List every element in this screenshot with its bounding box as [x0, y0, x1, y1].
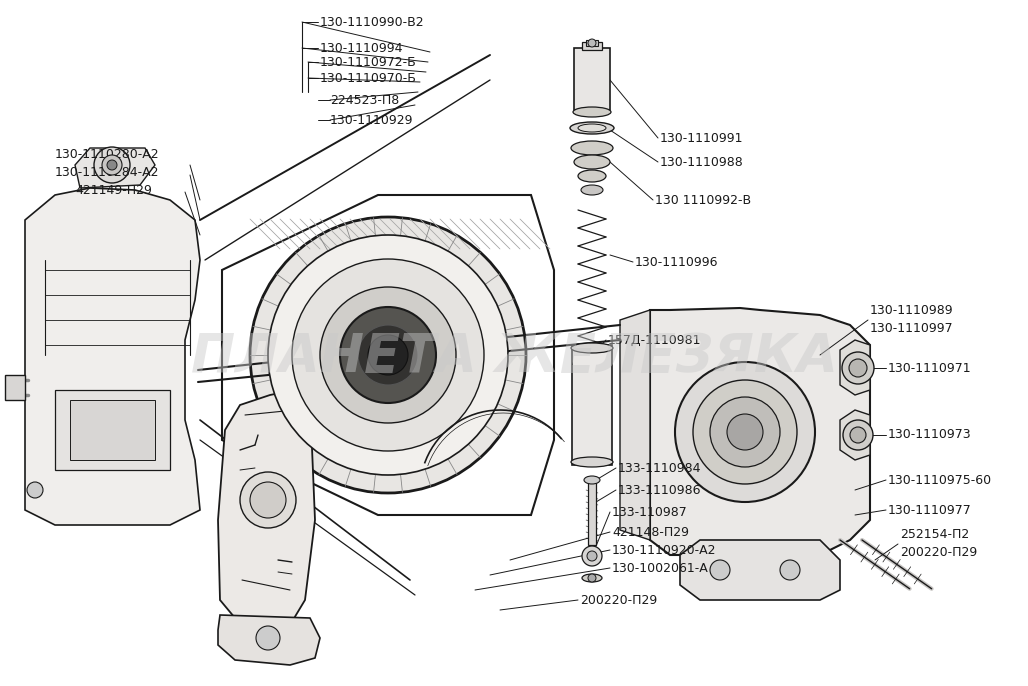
Text: 130-1110997: 130-1110997 [870, 322, 954, 335]
Circle shape [94, 147, 130, 183]
Text: 133-1110986: 133-1110986 [618, 484, 701, 497]
Ellipse shape [578, 170, 605, 182]
Text: 130-1110970-Б: 130-1110970-Б [320, 71, 417, 84]
Ellipse shape [578, 124, 605, 132]
Ellipse shape [584, 476, 600, 484]
Text: 130-1110975-60: 130-1110975-60 [888, 473, 992, 486]
Circle shape [842, 352, 874, 384]
Bar [5, 375, 25, 400]
Text: 252154-П2: 252154-П2 [900, 528, 969, 541]
Polygon shape [218, 615, 320, 665]
Circle shape [250, 482, 286, 518]
Bar [70, 400, 155, 460]
Circle shape [588, 39, 596, 47]
Bar [582, 42, 602, 50]
Circle shape [843, 420, 873, 450]
Circle shape [250, 217, 526, 493]
Text: 130-1110989: 130-1110989 [870, 303, 954, 316]
Text: 130-1110929: 130-1110929 [330, 113, 413, 126]
Text: 224523-П8: 224523-П8 [330, 93, 399, 106]
Text: 130-1110990-В2: 130-1110990-В2 [320, 16, 425, 29]
Circle shape [587, 551, 597, 561]
Circle shape [27, 482, 43, 498]
Bar [588, 480, 596, 545]
Text: 130-1110972-Б: 130-1110972-Б [320, 56, 416, 69]
Text: 130-1110280-А2: 130-1110280-А2 [56, 148, 159, 161]
Text: 130-1110994: 130-1110994 [320, 41, 404, 54]
Circle shape [582, 546, 602, 566]
Circle shape [268, 235, 508, 475]
Polygon shape [75, 148, 155, 188]
Circle shape [240, 472, 296, 528]
Text: 130-1110971: 130-1110971 [888, 362, 971, 375]
Circle shape [710, 397, 780, 467]
Polygon shape [650, 308, 870, 565]
Text: 130-1110996: 130-1110996 [635, 255, 719, 268]
Polygon shape [25, 188, 200, 525]
Text: 130-1110973: 130-1110973 [888, 429, 971, 442]
Ellipse shape [570, 122, 614, 134]
Polygon shape [840, 340, 870, 395]
Text: 130-1110977: 130-1110977 [888, 504, 971, 517]
Circle shape [675, 362, 815, 502]
Ellipse shape [582, 574, 602, 582]
Polygon shape [840, 410, 870, 460]
Ellipse shape [571, 457, 613, 467]
Text: 130 1110992-В: 130 1110992-В [655, 193, 751, 206]
Text: ПЛАНЕТА ЖЕЛЕЗЯКА: ПЛАНЕТА ЖЕЛЕЗЯКА [190, 331, 838, 383]
Circle shape [588, 574, 596, 582]
Polygon shape [620, 310, 650, 540]
Bar [56, 390, 170, 470]
Text: 200220-П29: 200220-П29 [900, 547, 978, 560]
Circle shape [727, 414, 763, 450]
Ellipse shape [571, 141, 613, 155]
Circle shape [256, 626, 280, 650]
Circle shape [710, 560, 730, 580]
Circle shape [340, 307, 436, 403]
Text: 130-1110988: 130-1110988 [660, 156, 743, 169]
Ellipse shape [574, 155, 610, 169]
Ellipse shape [581, 185, 603, 195]
Bar [574, 48, 610, 110]
Circle shape [850, 427, 866, 443]
Circle shape [780, 560, 800, 580]
Text: 200220-П29: 200220-П29 [580, 593, 657, 606]
Text: 130-1110920-А2: 130-1110920-А2 [612, 543, 717, 556]
Bar [586, 40, 598, 46]
Text: 130-1110284-А2: 130-1110284-А2 [56, 165, 159, 178]
Text: 133-110987: 133-110987 [612, 506, 688, 519]
Text: 421148-П29: 421148-П29 [612, 525, 689, 539]
Bar [572, 345, 612, 465]
Circle shape [292, 259, 484, 451]
Polygon shape [680, 540, 840, 600]
Text: 421149-П29: 421149-П29 [75, 183, 152, 196]
Circle shape [107, 160, 117, 170]
Circle shape [102, 155, 122, 175]
Ellipse shape [573, 107, 611, 117]
Circle shape [358, 325, 418, 385]
Ellipse shape [571, 343, 613, 353]
Circle shape [320, 287, 456, 423]
Text: 130-1110991: 130-1110991 [660, 132, 743, 145]
Polygon shape [218, 390, 315, 630]
Text: 133-1110984: 133-1110984 [618, 462, 701, 475]
Text: 157Д-1110981: 157Д-1110981 [608, 333, 701, 346]
Circle shape [693, 380, 797, 484]
Text: 130-1002061-А: 130-1002061-А [612, 562, 708, 574]
Circle shape [368, 335, 408, 375]
Circle shape [849, 359, 867, 377]
